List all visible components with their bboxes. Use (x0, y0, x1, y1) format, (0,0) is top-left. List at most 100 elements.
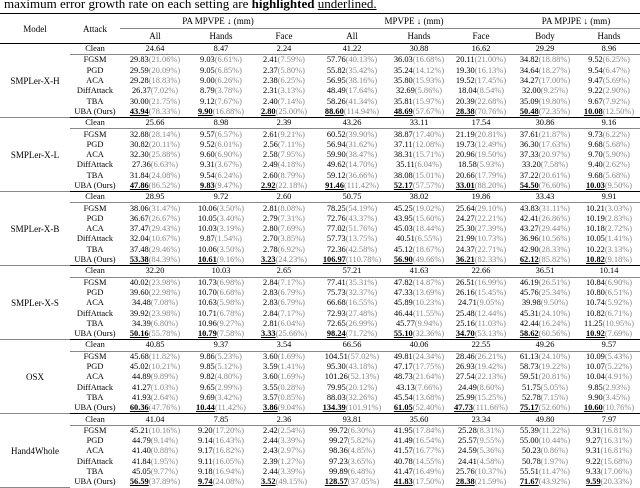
value: 98.24 (326, 329, 346, 339)
result-cell: 77.4135.31% (316, 277, 388, 288)
value: 20.96 (455, 150, 475, 160)
value: 9.82 (200, 372, 215, 382)
header-attack: Attack (70, 13, 120, 44)
value: 32.04 (129, 234, 149, 244)
growth-rate: 16.81% (601, 426, 632, 435)
result-cell: 30.8220.11% (120, 140, 190, 150)
result-cell: 9.313.67% (190, 160, 252, 170)
attack-name: PGD (86, 139, 104, 149)
value: 2.56 (263, 139, 278, 149)
value: 26.16 (455, 287, 475, 297)
result-cell: 37.4729.43% (120, 224, 190, 234)
result-cell: 24.414.58% (450, 457, 512, 467)
growth-rate: 21.06% (149, 55, 180, 64)
attack-row: TBA37.4829.46%10.063.50%2.786.92%72.3642… (0, 245, 640, 255)
value: 10.19 (585, 213, 605, 223)
clean-value: 29.29 (512, 42, 578, 56)
growth-rate: 6.30% (348, 426, 375, 435)
growth-rate: 9.77% (151, 467, 178, 476)
clean-value: 32.20 (120, 265, 190, 278)
attack-name: FGSM (83, 277, 107, 287)
growth-rate: 7.59% (278, 55, 305, 64)
attack-name: FGSM (83, 55, 107, 65)
clean-value: 28.95 (120, 191, 190, 204)
value: 41.84 (131, 456, 151, 466)
growth-rate: 5.68% (603, 171, 630, 180)
growth-rate: 3.39% (278, 436, 305, 445)
value: 9.27 (585, 436, 601, 446)
value: 24.41 (457, 456, 477, 466)
value: 29.59 (129, 65, 149, 75)
value: 47.73 (454, 403, 473, 413)
attack-name: ACA (86, 224, 104, 234)
result-cell: 2.619.21% (252, 129, 316, 140)
growth-rate: 9.21% (278, 130, 305, 139)
growth-rate: 21.00% (475, 55, 506, 64)
clean-value: 9.37 (190, 339, 252, 352)
value: 9.90 (588, 392, 603, 402)
value: 3.60 (263, 351, 278, 361)
value: 2.83 (263, 287, 278, 297)
value: 32.00 (521, 86, 541, 96)
value: 9.85 (588, 382, 603, 392)
growth-rate: 4.91% (605, 372, 632, 381)
growth-rate: 9.04% (278, 403, 305, 412)
result-cell: 9.576.57% (190, 129, 252, 140)
value: 3.60 (263, 372, 278, 382)
growth-rate: 21.59% (475, 477, 506, 486)
value: 10.06 (197, 244, 217, 254)
growth-rate: 6.48% (348, 467, 375, 476)
growth-rate: 7.02% (151, 86, 178, 95)
attack-name: UBA (Ours) (74, 329, 116, 339)
attack-row: UBA (Ours)53.3884.39%10.619.16%3.2324.23… (0, 255, 640, 266)
value: 34.48 (131, 298, 151, 308)
attack-row: FGSM45.2110.16%9.2017.20%2.422.54%99.726… (0, 425, 640, 436)
growth-rate: 20.81% (475, 130, 506, 139)
growth-rate: 22.71% (475, 245, 506, 254)
growth-rate: 3.40% (217, 214, 244, 223)
clean-row: SMPLer-X-H Clean 24.64 8.47 2.24 41.22 30.88 16… (0, 42, 640, 119)
header-col: Hands (578, 28, 640, 44)
result-cell: 56.9049.66% (388, 255, 450, 266)
result-cell: 2.375.80% (252, 66, 316, 76)
value: 2.42 (263, 425, 278, 435)
growth-rate: 6.51% (605, 288, 632, 297)
value: 10.44 (196, 403, 215, 413)
growth-rate: 7.15% (541, 393, 568, 402)
result-cell: 9.546.47% (578, 66, 640, 76)
clean-value: 16.62 (450, 42, 512, 56)
result-cell: 36.2182.33% (450, 255, 512, 266)
value: 54.50 (519, 181, 539, 190)
growth-rate: 76.60% (539, 181, 570, 190)
growth-rate: 5.43% (605, 352, 632, 361)
result-cell: 25.288.31% (450, 425, 512, 436)
growth-rate: 6.22% (603, 130, 630, 139)
growth-rate: 6.98% (217, 278, 244, 287)
growth-rate: 88.20% (475, 181, 506, 190)
growth-rate: 16.94% (213, 467, 244, 476)
value: 78.25 (326, 203, 346, 213)
growth-rate: 18.44% (413, 224, 444, 233)
growth-rate: 15.60% (413, 214, 444, 223)
growth-rate: 5.05% (541, 383, 568, 392)
clean-value: 57.21 (316, 265, 388, 278)
attack-name: DiffAttack (76, 456, 114, 466)
result-cell: 41.8317.50% (388, 477, 450, 487)
result-cell: 47.8214.87% (388, 277, 450, 288)
result-cell: 101.2652.13% (316, 372, 388, 382)
value: 9.31 (585, 425, 601, 435)
value: 9.52 (200, 139, 215, 149)
growth-rate: 22.98% (149, 288, 180, 297)
result-cell: 9.2215.68% (578, 457, 640, 467)
result-cell: 32.009.25% (512, 86, 578, 96)
growth-rate: 6.78% (217, 309, 244, 318)
value: 10.61 (197, 255, 217, 265)
clean-value: 30.88 (388, 42, 450, 56)
clean-value: 41.63 (388, 265, 450, 278)
result-cell: 34.487.08% (120, 298, 190, 308)
value: 42.44 (519, 318, 539, 328)
value: 55.82 (326, 65, 346, 75)
result-cell: 10.063.50% (190, 245, 252, 255)
growth-rate: 15.71% (413, 150, 444, 159)
value: 2.80 (260, 106, 276, 116)
